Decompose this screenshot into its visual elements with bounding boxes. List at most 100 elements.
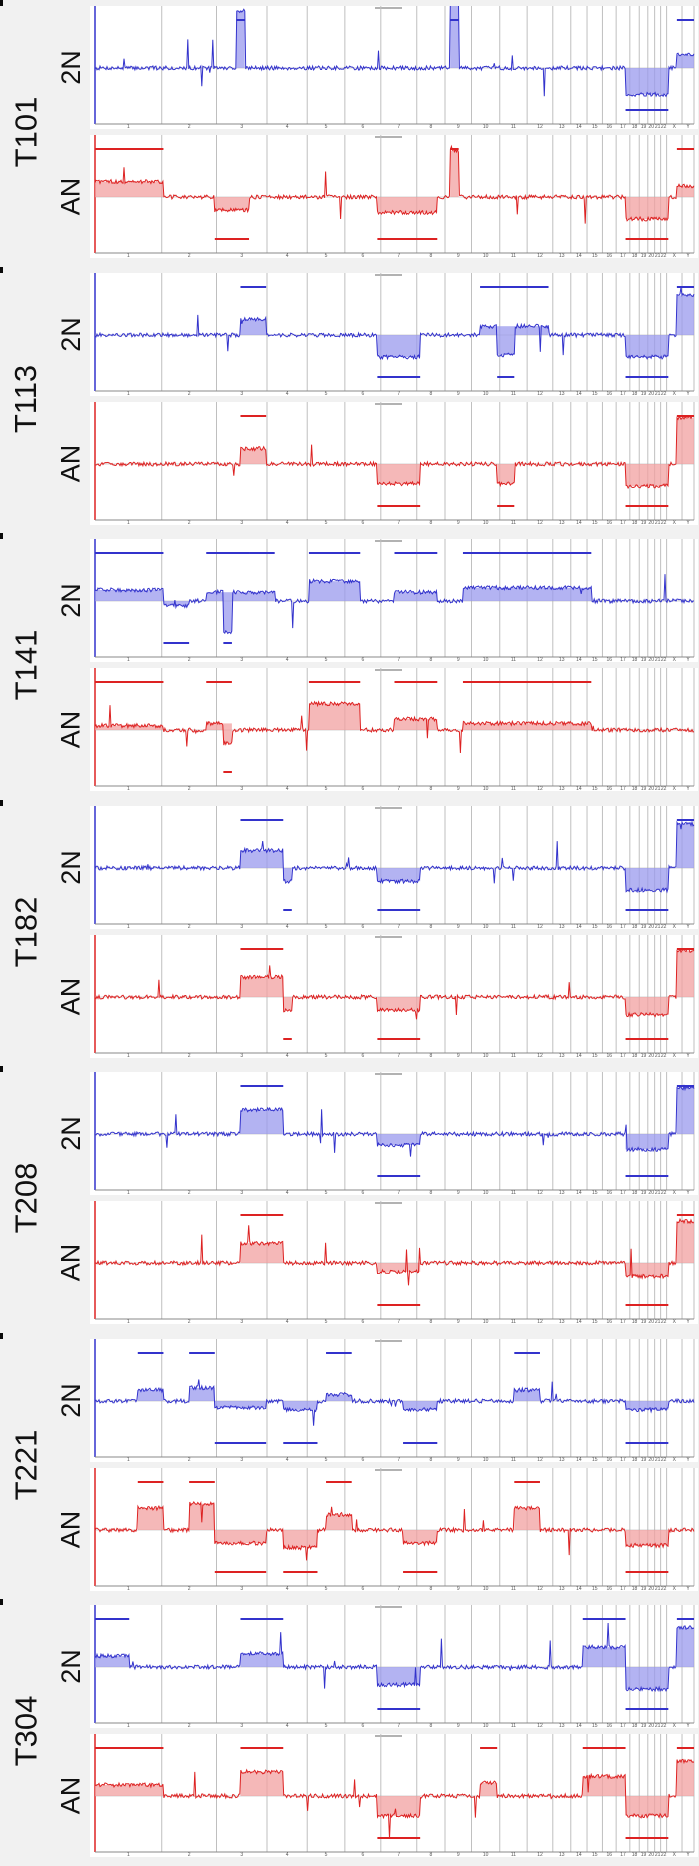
row-label-2n: 2N — [52, 273, 90, 396]
gain-region — [240, 448, 267, 464]
chromosome-tick-label: 15 — [592, 786, 598, 791]
chromosome-tick-label: 3 — [240, 124, 243, 129]
chromosome-tick-label: 17 — [620, 1586, 626, 1591]
gain-region — [240, 1771, 284, 1796]
chromosome-tick-label: 16 — [607, 124, 613, 129]
chromosome-tick-label: 15 — [592, 1053, 598, 1058]
chromosome-tick-label: X — [673, 1852, 677, 1857]
loss-region — [625, 1796, 669, 1816]
chromosome-tick-label: 7 — [397, 1053, 400, 1058]
chromosome-tick-label: 9 — [457, 1586, 460, 1591]
sample-label: T304 — [6, 1605, 46, 1857]
chromosome-tick-label: 1 — [127, 1852, 130, 1857]
loss-region — [625, 334, 669, 357]
gain-region — [240, 1243, 284, 1263]
chromosome-tick-label: 13 — [559, 1586, 565, 1591]
cnv-panel-an: 1 2 3 4 5 6 7 8 9 10 11 12 13 14 15 16 17 18 19 20 21 22 X Y — [90, 1201, 698, 1324]
chromosome-tick-label: 20 — [648, 1586, 654, 1591]
chromosome-tick-label: 20 — [648, 1457, 654, 1462]
chromosome-tick-label: 3 — [240, 1852, 243, 1857]
sample-block-t221: T221 2N 1 2 3 4 5 6 7 8 9 10 11 12 13 14 15 16 17 18 19 20 21 2… — [0, 1338, 699, 1599]
cnv-panel-2n: 1 2 3 4 5 6 7 8 9 10 11 12 13 14 15 16 17 18 19 20 21 22 X Y — [90, 805, 698, 929]
chromosome-tick-label: 19 — [641, 1319, 647, 1324]
cnv-panel-an: 1 2 3 4 5 6 7 8 9 10 11 12 13 14 15 16 17 18 19 20 21 22 X Y — [90, 401, 698, 525]
chromosome-tick-label: 1 — [127, 924, 130, 929]
signal-line — [94, 6, 695, 98]
loss-region — [625, 1134, 669, 1150]
chromosome-tick-label: 1 — [127, 520, 130, 525]
chromosome-tick-label: 10 — [483, 657, 489, 662]
chromosome-tick-label: 18 — [632, 391, 638, 396]
chromosome-tick-label: 10 — [483, 1586, 489, 1591]
chromosome-tick-label: 1 — [127, 1723, 130, 1728]
loss-region — [283, 1529, 318, 1548]
chromosome-tick-label: 22 — [661, 1586, 667, 1591]
chromosome-tick-label: 22 — [661, 1053, 667, 1058]
chromosome-tick-label: 12 — [537, 1053, 543, 1058]
chromosome-tick-label: 8 — [429, 1190, 432, 1195]
chromosome-tick-label: 1 — [127, 1586, 130, 1591]
chromosome-tick-label: 16 — [607, 1586, 613, 1591]
sample-id-text: T101 — [8, 96, 44, 168]
signal-line — [94, 144, 695, 224]
chromosome-tick-label: 5 — [325, 1457, 328, 1462]
chromosome-tick-label: 4 — [286, 520, 289, 525]
row-label-2n: 2N — [52, 6, 90, 129]
chromosome-tick-label: 6 — [361, 1457, 364, 1462]
chromosome-tick-label: 4 — [286, 1319, 289, 1324]
loss-region — [377, 1263, 421, 1272]
sample-id-text: T304 — [8, 1695, 44, 1767]
chromosome-tick-label: 13 — [559, 1723, 565, 1728]
chromosome-tick-label: 20 — [648, 1053, 654, 1058]
chromosome-tick-label: 8 — [429, 1319, 432, 1324]
cnv-panel-2n: 1 2 3 4 5 6 7 8 9 10 11 12 13 14 15 16 17 18 19 20 21 22 X Y — [90, 1338, 698, 1462]
chromosome-tick-label: 21 — [655, 520, 661, 525]
chromosome-tick-label: X — [673, 253, 677, 258]
chromosome-tick-label: 14 — [576, 1457, 582, 1462]
cnv-panel-an: 1 2 3 4 5 6 7 8 9 10 11 12 13 14 15 16 17 18 19 20 21 22 X Y — [90, 1734, 698, 1857]
chromosome-tick-label: 21 — [655, 1586, 661, 1591]
chromosome-tick-label: 2 — [188, 1053, 191, 1058]
row-label-an: AN — [52, 668, 90, 791]
chromosome-tick-label: 2 — [188, 1457, 191, 1462]
chromosome-tick-label: Y — [686, 391, 690, 396]
chromosome-tick-label: 4 — [286, 1586, 289, 1591]
chromosome-tick-label: 5 — [325, 520, 328, 525]
cnv-plot: 1 2 3 4 5 6 7 8 9 10 11 12 13 14 15 16 17 18 19 20 21 22 X Y — [94, 1605, 695, 1728]
chromosome-tick-label: 8 — [429, 1586, 432, 1591]
chromosome-tick-label: 12 — [537, 124, 543, 129]
chromosome-tick-label: X — [673, 1190, 677, 1195]
cnv-plot: 1 2 3 4 5 6 7 8 9 10 11 12 13 14 15 16 17 18 19 20 21 22 X Y — [94, 272, 695, 396]
chromosome-tick-label: 4 — [286, 391, 289, 396]
loss-region — [377, 996, 421, 1010]
sample-id-text: T221 — [8, 1429, 44, 1500]
chromosome-tick-label: 13 — [559, 391, 565, 396]
chromosome-tick-label: 14 — [576, 1190, 582, 1195]
chromosome-tick-label: 11 — [511, 1190, 516, 1195]
chromosome-tick-label: 18 — [632, 1723, 638, 1728]
cnv-panel-an: 1 2 3 4 5 6 7 8 9 10 11 12 13 14 15 16 17 18 19 20 21 22 X Y — [90, 135, 698, 258]
chromosome-tick-label: 16 — [607, 1053, 613, 1058]
chromosome-tick-label: 7 — [397, 520, 400, 525]
chromosome-tick-label: 3 — [240, 391, 243, 396]
chromosome-tick-label: 14 — [576, 1586, 582, 1591]
chromosome-tick-label: Y — [686, 1457, 690, 1462]
gain-region — [95, 1656, 130, 1667]
cnv-panel-2n: 1 2 3 4 5 6 7 8 9 10 11 12 13 14 15 16 17 18 19 20 21 22 X Y — [90, 1605, 698, 1728]
sample-label: T221 — [6, 1339, 46, 1591]
chromosome-tick-label: 5 — [325, 1319, 328, 1324]
cnv-plot: 1 2 3 4 5 6 7 8 9 10 11 12 13 14 15 16 17 18 19 20 21 22 X Y — [94, 1467, 695, 1591]
row-label-text: AN — [55, 1243, 86, 1282]
gain-region — [240, 319, 267, 335]
chromosome-tick-label: 17 — [620, 520, 626, 525]
chromosome-tick-label: 11 — [511, 253, 516, 258]
chromosome-tick-label: 18 — [632, 124, 638, 129]
chromosome-tick-label: 16 — [607, 391, 613, 396]
row-label-2n: 2N — [52, 539, 90, 662]
cnv-panel-an: 1 2 3 4 5 6 7 8 9 10 11 12 13 14 15 16 17 18 19 20 21 22 X Y — [90, 934, 698, 1058]
chromosome-tick-label: 12 — [537, 1723, 543, 1728]
gain-region — [450, 150, 459, 197]
chromosome-tick-label: 11 — [511, 124, 516, 129]
chromosome-tick-label: 5 — [325, 124, 328, 129]
chromosome-tick-label: 2 — [188, 253, 191, 258]
